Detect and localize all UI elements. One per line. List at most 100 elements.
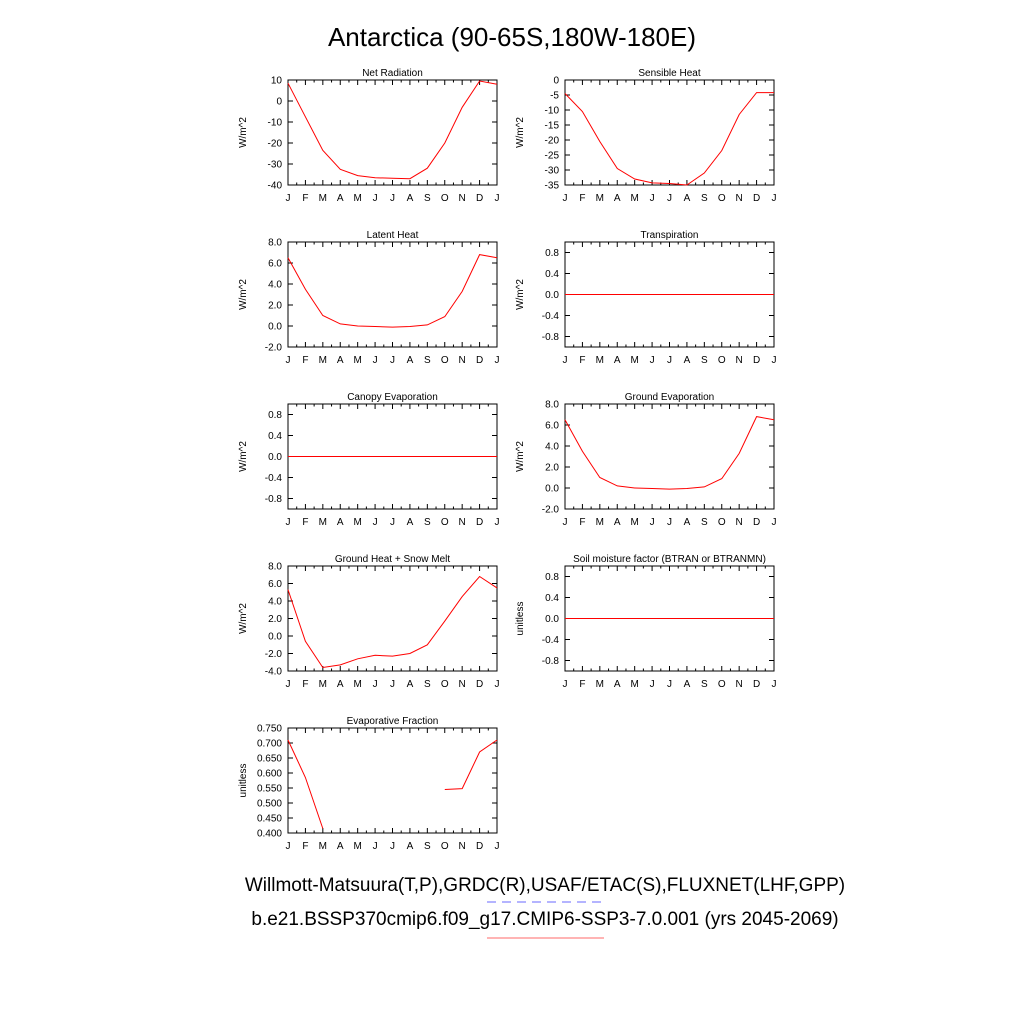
y-tick-label: 0.4 (545, 269, 559, 280)
x-tick-label: M (630, 517, 638, 528)
y-tick-label: 4.0 (545, 442, 559, 453)
x-tick-label: S (424, 841, 431, 852)
x-tick-label: J (650, 355, 655, 366)
x-tick-label: M (353, 517, 361, 528)
y-tick-label: 6.0 (268, 579, 282, 590)
y-tick-label: 10 (271, 76, 283, 87)
y-axis-label: W/m^2 (515, 441, 526, 472)
y-tick-label: 0.4 (545, 593, 559, 604)
x-tick-label: O (441, 517, 449, 528)
x-tick-label: O (441, 355, 449, 366)
x-tick-label: M (596, 355, 604, 366)
y-tick-label: 0.0 (545, 484, 559, 495)
x-tick-label: J (650, 193, 655, 204)
y-tick-label: 0.8 (545, 248, 559, 259)
y-tick-label: -10 (268, 118, 283, 129)
x-tick-label: J (563, 355, 568, 366)
series-line (564, 416, 775, 490)
y-tick-label: -0.8 (542, 332, 560, 343)
x-tick-label: F (579, 193, 585, 204)
x-tick-label: A (407, 517, 414, 528)
x-tick-label: A (684, 193, 691, 204)
y-tick-label: -5 (550, 91, 559, 102)
x-tick-label: D (476, 193, 483, 204)
x-tick-label: D (753, 679, 760, 690)
x-tick-label: J (772, 679, 777, 690)
series-line (564, 92, 774, 186)
x-tick-label: N (459, 193, 466, 204)
x-tick-label: M (319, 355, 327, 366)
x-tick-label: A (407, 193, 414, 204)
x-tick-label: N (736, 193, 743, 204)
plot-frame (564, 403, 775, 510)
y-tick-label: 8.0 (268, 562, 282, 573)
y-axis-label: unitless (238, 764, 249, 798)
x-tick-label: J (563, 679, 568, 690)
x-tick-label: D (476, 841, 483, 852)
y-axis-label: W/m^2 (238, 117, 249, 148)
x-tick-label: S (424, 355, 431, 366)
y-tick-label: 0.700 (257, 739, 282, 750)
x-tick-label: J (373, 517, 378, 528)
x-tick-label: D (476, 679, 483, 690)
x-tick-label: F (579, 355, 585, 366)
plot-frame (287, 79, 498, 186)
x-tick-label: A (337, 355, 344, 366)
y-tick-label: -20 (545, 136, 560, 147)
x-tick-label: S (701, 355, 708, 366)
x-tick-label: D (753, 193, 760, 204)
x-tick-label: M (319, 679, 327, 690)
x-tick-label: N (459, 517, 466, 528)
x-tick-label: F (302, 679, 308, 690)
y-tick-label: -15 (545, 121, 560, 132)
y-tick-label: 8.0 (268, 238, 282, 249)
x-tick-label: J (390, 193, 395, 204)
y-axis-label: W/m^2 (238, 441, 249, 472)
x-tick-label: J (667, 193, 672, 204)
x-tick-label: N (459, 679, 466, 690)
figure-title: Antarctica (90-65S,180W-180E) (328, 22, 696, 52)
x-tick-label: O (718, 517, 726, 528)
y-tick-label: -20 (268, 139, 283, 150)
y-tick-label: 0.500 (257, 799, 282, 810)
x-tick-label: J (373, 193, 378, 204)
y-tick-label: 0.8 (268, 410, 282, 421)
x-tick-label: M (319, 193, 327, 204)
y-tick-label: 0.600 (257, 769, 282, 780)
x-tick-label: A (614, 517, 621, 528)
panel-title: Ground Evaporation (625, 392, 715, 403)
x-tick-label: S (701, 517, 708, 528)
x-tick-label: N (736, 679, 743, 690)
y-axis-label: W/m^2 (238, 603, 249, 634)
x-tick-label: J (667, 517, 672, 528)
panel-title: Ground Heat + Snow Melt (335, 554, 451, 565)
x-tick-label: D (753, 355, 760, 366)
panel-title: Canopy Evaporation (347, 392, 438, 403)
x-tick-label: A (684, 517, 691, 528)
y-tick-label: 0.4 (268, 431, 282, 442)
x-tick-label: M (630, 193, 638, 204)
x-tick-label: F (579, 517, 585, 528)
y-tick-label: 0.550 (257, 784, 282, 795)
x-tick-label: O (718, 355, 726, 366)
y-tick-label: 2.0 (545, 463, 559, 474)
y-tick-label: 0.450 (257, 814, 282, 825)
y-tick-label: -4.0 (265, 667, 283, 678)
y-tick-label: 4.0 (268, 597, 282, 608)
x-tick-label: A (407, 679, 414, 690)
y-tick-label: 0.0 (268, 322, 282, 333)
y-tick-label: 2.0 (268, 614, 282, 625)
y-tick-label: 0.8 (545, 572, 559, 583)
x-tick-label: J (650, 679, 655, 690)
x-tick-label: F (302, 193, 308, 204)
x-tick-label: F (579, 679, 585, 690)
x-tick-label: A (337, 841, 344, 852)
x-tick-label: N (459, 355, 466, 366)
x-tick-label: O (718, 679, 726, 690)
footer-line2: b.e21.BSSP370cmip6.f09_g17.CMIP6-SSP3-7.… (251, 909, 838, 930)
